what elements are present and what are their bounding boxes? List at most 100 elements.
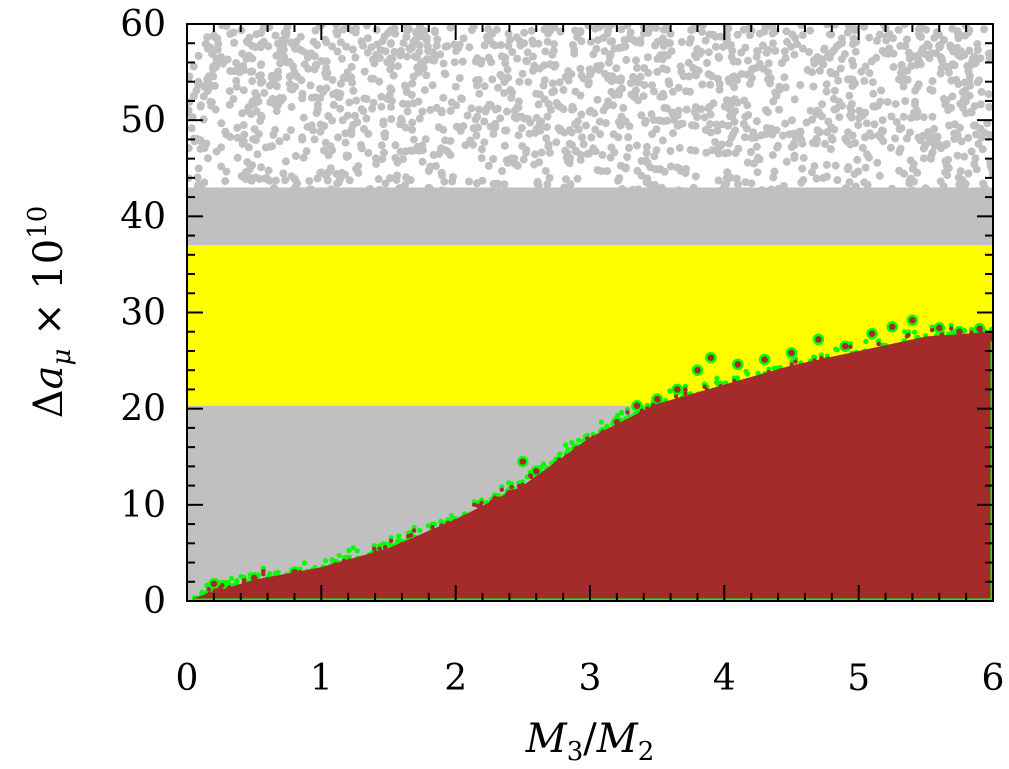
gray-point bbox=[586, 106, 595, 115]
gray-point bbox=[826, 67, 835, 76]
gray-point bbox=[610, 206, 619, 214]
gray-point bbox=[798, 164, 807, 173]
gray-point bbox=[957, 137, 966, 146]
green-point bbox=[199, 589, 205, 595]
brown-point bbox=[570, 464, 575, 469]
gray-point bbox=[387, 115, 396, 123]
brown-point bbox=[793, 373, 798, 379]
gray-point bbox=[762, 48, 771, 57]
gray-point bbox=[682, 105, 691, 114]
gray-point bbox=[691, 121, 700, 130]
gray-point bbox=[542, 134, 551, 143]
gray-point bbox=[577, 110, 586, 119]
gray-point bbox=[543, 180, 552, 189]
brown-point bbox=[525, 486, 530, 492]
brown-point bbox=[784, 401, 790, 406]
gray-point bbox=[593, 36, 602, 45]
brown-point bbox=[871, 368, 876, 374]
gray-point bbox=[513, 54, 522, 63]
gray-point bbox=[746, 148, 755, 156]
green-outlier-point bbox=[886, 321, 899, 333]
brown-point bbox=[978, 330, 983, 335]
gray-point bbox=[900, 169, 909, 178]
brown-point bbox=[289, 587, 295, 592]
brown-point bbox=[848, 344, 853, 349]
gray-point bbox=[398, 99, 407, 108]
brown-point bbox=[491, 513, 496, 518]
gray-point bbox=[651, 41, 659, 50]
gray-point bbox=[950, 135, 959, 143]
gray-point bbox=[579, 197, 588, 206]
gray-point bbox=[391, 141, 400, 150]
gray-point bbox=[305, 185, 314, 194]
gray-point bbox=[209, 65, 218, 74]
green-outlier-point bbox=[705, 351, 717, 364]
gray-point bbox=[225, 100, 234, 109]
brown-point bbox=[746, 416, 752, 421]
gray-point bbox=[915, 32, 924, 41]
brown-point bbox=[663, 401, 668, 406]
gray-point bbox=[245, 51, 254, 60]
brown-point bbox=[450, 532, 455, 538]
gray-point bbox=[266, 142, 275, 151]
gray-point bbox=[302, 147, 311, 156]
gray-point bbox=[208, 49, 216, 58]
brown-point bbox=[266, 578, 271, 583]
gray-point bbox=[844, 163, 853, 172]
brown-point bbox=[200, 605, 204, 609]
gray-point bbox=[771, 46, 780, 55]
gray-point bbox=[390, 48, 399, 56]
gray-point bbox=[697, 205, 706, 214]
brown-point bbox=[337, 563, 342, 569]
green-point bbox=[354, 548, 360, 554]
gray-point bbox=[387, 102, 395, 111]
brown-point bbox=[903, 381, 909, 386]
gray-point bbox=[500, 89, 509, 97]
gray-point bbox=[279, 169, 288, 178]
gray-point bbox=[578, 133, 586, 142]
gray-point bbox=[520, 28, 529, 37]
gray-point bbox=[400, 209, 409, 218]
gray-point bbox=[226, 29, 235, 38]
brown-point bbox=[379, 573, 385, 578]
brown-point bbox=[786, 372, 791, 377]
brown-point bbox=[489, 500, 494, 505]
gray-point bbox=[830, 86, 839, 95]
brown-point bbox=[464, 518, 469, 523]
gray-point bbox=[702, 148, 711, 157]
gray-point bbox=[649, 187, 658, 196]
gray-point bbox=[698, 24, 707, 30]
gray-point bbox=[967, 147, 976, 156]
brown-point bbox=[674, 421, 680, 426]
gray-point bbox=[527, 26, 536, 35]
gray-point bbox=[252, 92, 261, 101]
brown-point bbox=[804, 388, 809, 393]
brown-point bbox=[625, 410, 630, 415]
brown-point bbox=[923, 382, 928, 387]
gray-point bbox=[403, 52, 412, 61]
gray-point bbox=[374, 175, 383, 184]
brown-point bbox=[861, 404, 866, 409]
brown-point bbox=[858, 387, 863, 392]
gray-point bbox=[846, 111, 855, 120]
gray-point bbox=[928, 112, 937, 121]
brown-point bbox=[880, 345, 885, 351]
brown-point bbox=[424, 560, 429, 565]
green-outlier-point bbox=[758, 353, 771, 366]
brown-point bbox=[349, 578, 354, 583]
gray-point bbox=[764, 59, 773, 68]
gray-point bbox=[426, 162, 435, 171]
gray-point bbox=[604, 97, 613, 106]
gray-point bbox=[372, 159, 381, 168]
gray-point bbox=[922, 25, 930, 34]
gray-point bbox=[576, 91, 585, 100]
gray-point bbox=[582, 121, 590, 130]
brown-point bbox=[682, 410, 688, 415]
gray-point bbox=[562, 153, 571, 162]
brown-point bbox=[383, 544, 388, 550]
gray-point bbox=[647, 110, 656, 119]
gray-point bbox=[496, 70, 505, 79]
gray-point bbox=[418, 157, 427, 166]
gray-point bbox=[253, 150, 262, 159]
green-outlier-point bbox=[839, 340, 851, 352]
